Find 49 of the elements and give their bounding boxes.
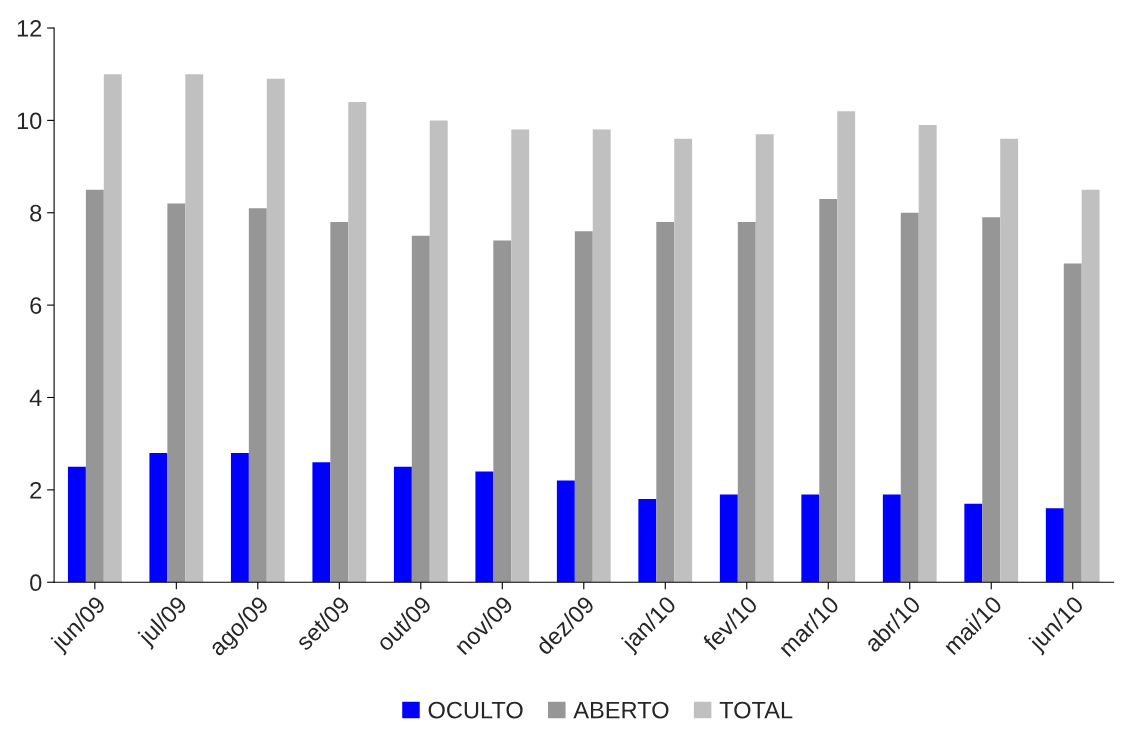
bar (103, 74, 122, 583)
y-tick-label: 2 (30, 481, 42, 499)
legend-label: TOTAL (719, 701, 793, 719)
bar (411, 235, 430, 583)
bar (67, 466, 86, 583)
bar (167, 203, 186, 583)
y-tick-label: 4 (29, 389, 42, 407)
bar (1000, 138, 1019, 583)
bar (674, 138, 693, 583)
bar (266, 78, 285, 583)
bar (185, 74, 204, 583)
bar (1063, 263, 1082, 583)
bar (964, 503, 983, 583)
bar (1081, 189, 1100, 583)
bar (574, 231, 593, 583)
bar (918, 125, 937, 583)
legend-label: OCULTO (428, 701, 523, 719)
bar (638, 499, 657, 583)
bar (475, 471, 494, 583)
legend-label: ABERTO (573, 701, 669, 719)
y-tick-label: 8 (30, 204, 42, 222)
bar (900, 212, 919, 583)
bar (393, 466, 412, 583)
bar (348, 101, 367, 583)
bar (230, 452, 249, 583)
bar (330, 221, 349, 583)
y-tick-label: 0 (30, 574, 42, 592)
bar (85, 189, 104, 583)
bar (511, 129, 530, 583)
bar (1045, 508, 1064, 583)
bar (982, 217, 1001, 583)
bar (819, 198, 838, 583)
bar (592, 129, 611, 583)
bar (248, 208, 267, 583)
bar (429, 120, 448, 583)
bar (493, 240, 512, 583)
y-tick-label: 10 (17, 112, 42, 130)
bar (312, 462, 331, 583)
bar (837, 111, 856, 583)
bar (755, 134, 774, 583)
bar (801, 494, 820, 583)
y-tick-label: 12 (17, 20, 42, 37)
bar (719, 494, 738, 583)
bar (737, 221, 756, 583)
bar (556, 480, 575, 583)
bar (149, 452, 168, 583)
y-tick-label: 6 (30, 297, 42, 314)
bar (882, 494, 901, 583)
bar (656, 221, 675, 583)
